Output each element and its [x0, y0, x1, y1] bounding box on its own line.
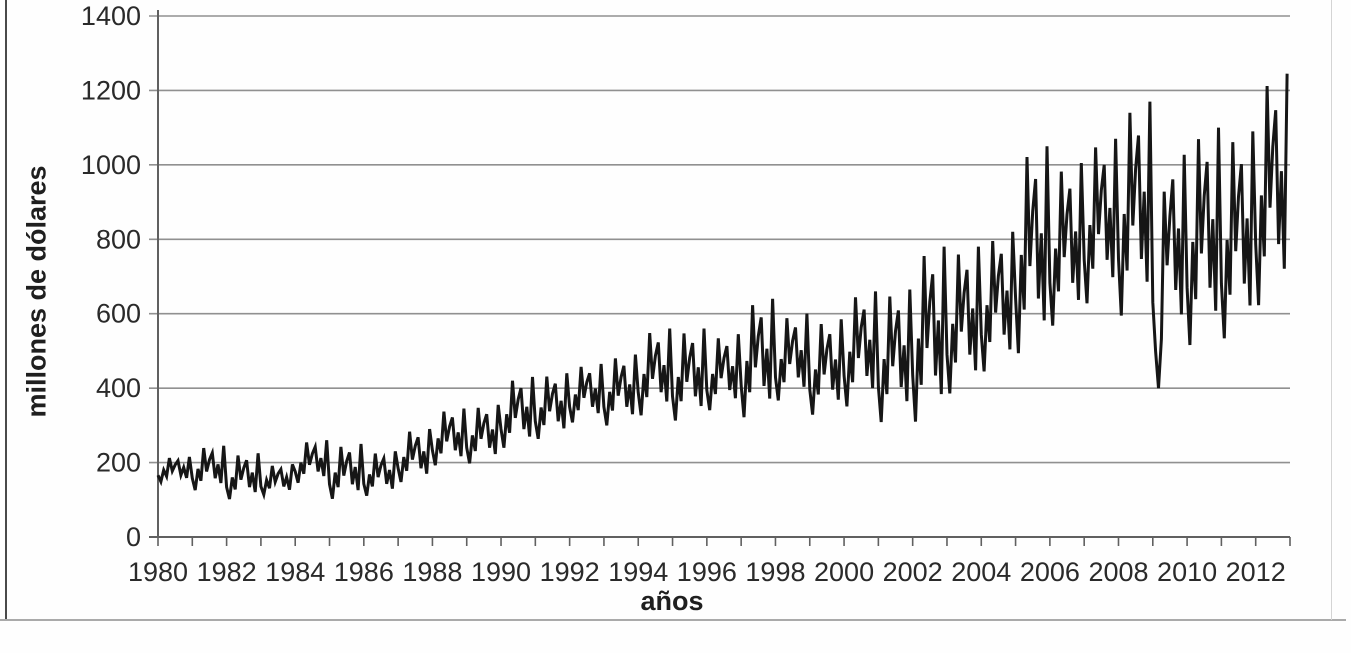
- x-tick-label: 1980: [128, 557, 188, 587]
- y-tick-label: 200: [96, 448, 141, 478]
- x-tick-label: 2004: [951, 557, 1011, 587]
- x-tick-label: 1986: [334, 557, 394, 587]
- y-tick-label: 1000: [81, 150, 141, 180]
- x-tick-label: 1998: [745, 557, 805, 587]
- x-tick-label: 2010: [1157, 557, 1217, 587]
- y-axis-title: millones de dólares: [21, 165, 52, 418]
- x-tick-label: 1990: [471, 557, 531, 587]
- y-tick-label: 800: [96, 224, 141, 254]
- y-tick-label: 1400: [81, 1, 141, 31]
- x-tick-label: 2008: [1088, 557, 1148, 587]
- x-axis-title: años: [640, 586, 704, 616]
- x-tick-label: 1994: [608, 557, 668, 587]
- x-tick-label: 1996: [677, 557, 737, 587]
- y-tick-label: 1200: [81, 75, 141, 105]
- data-series-line: [156, 73, 1289, 501]
- y-tick-label: 0: [126, 522, 141, 552]
- x-tick-label: 2006: [1020, 557, 1080, 587]
- x-tick-label: 2000: [814, 557, 874, 587]
- x-tick-label: 1984: [265, 557, 325, 587]
- figure-left-border: [5, 0, 7, 621]
- y-tick-label: 400: [96, 373, 141, 403]
- x-tick-label: 1982: [197, 557, 257, 587]
- x-tick-label: 1992: [540, 557, 600, 587]
- x-tick-label: 2002: [883, 557, 943, 587]
- x-tick-label: 2012: [1226, 557, 1286, 587]
- y-tick-label: 600: [96, 299, 141, 329]
- x-tick-label: 1988: [402, 557, 462, 587]
- figure-right-border: [1331, 0, 1332, 620]
- figure-bottom-border: [0, 619, 1346, 621]
